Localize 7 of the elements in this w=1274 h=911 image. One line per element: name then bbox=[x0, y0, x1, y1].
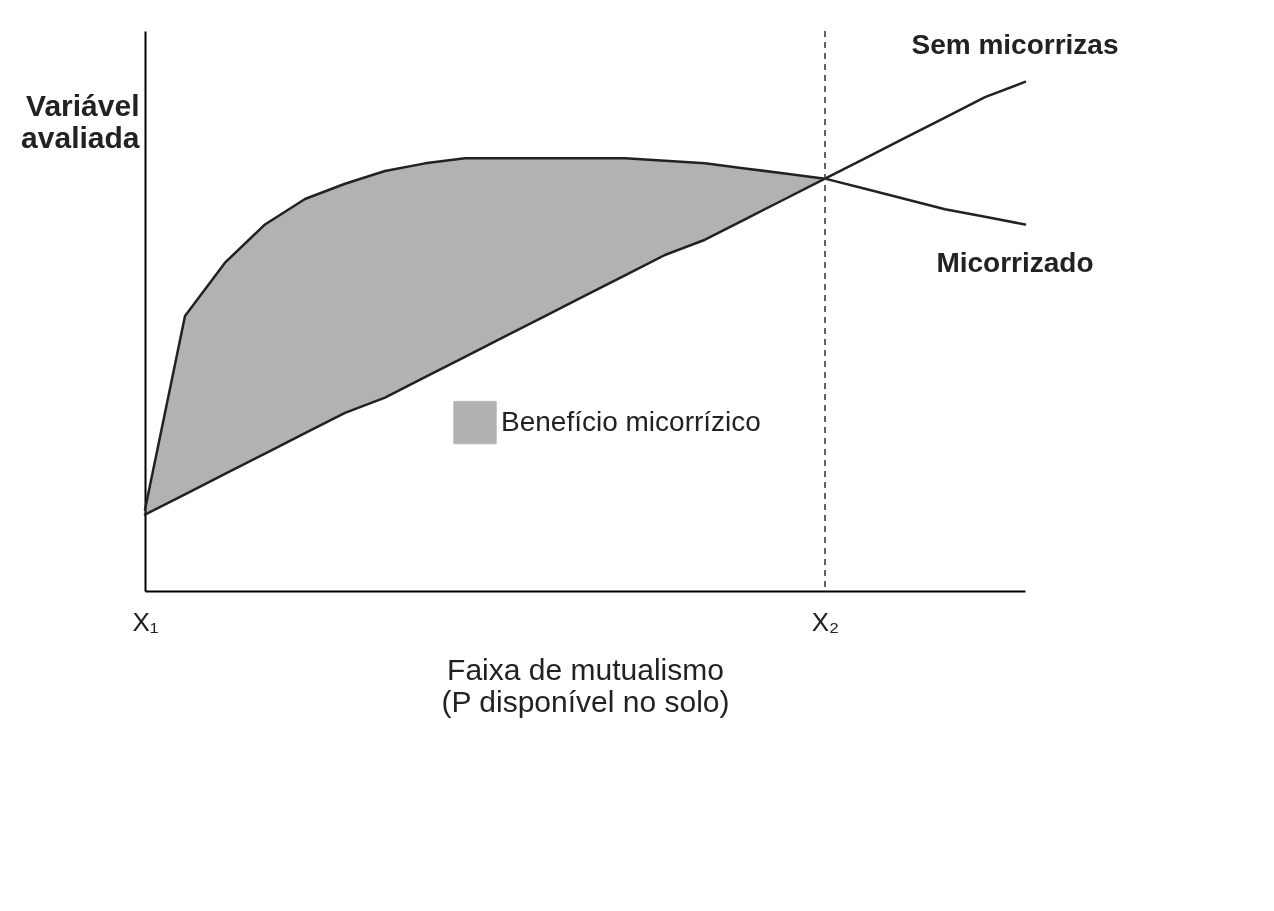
x-tick-label: X₂ bbox=[811, 606, 840, 637]
series-label: Sem micorrizas bbox=[911, 28, 1119, 60]
annotation: Benefício micorrízico bbox=[501, 405, 761, 437]
series-label: Micorrizado bbox=[936, 247, 1094, 279]
x-axis-title: Faixa de mutualismo (P disponível no solo) bbox=[441, 652, 730, 718]
y-axis-title: Variável avaliada bbox=[21, 88, 140, 154]
x-tick-label: X₁ bbox=[132, 606, 159, 637]
